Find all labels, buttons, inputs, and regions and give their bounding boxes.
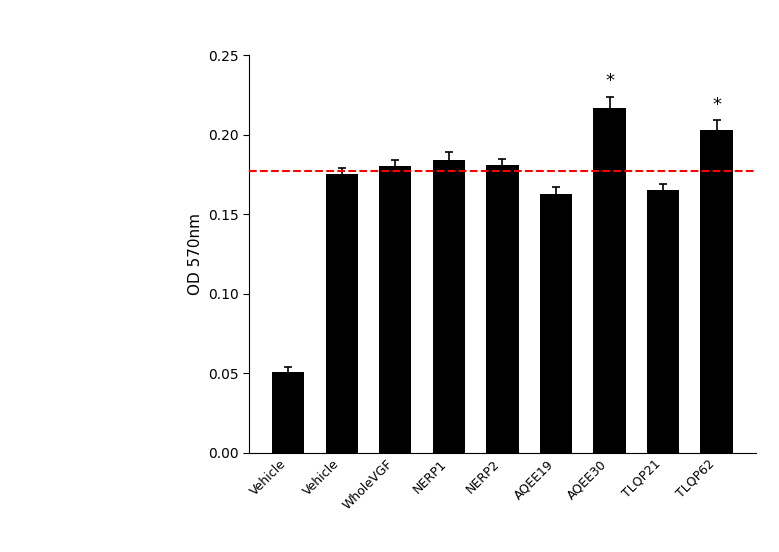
Bar (700, 130, 732, 453)
Bar (379, 167, 411, 453)
Bar (326, 174, 358, 453)
Bar (433, 160, 465, 453)
Bar (594, 108, 626, 453)
Bar (486, 165, 519, 453)
Bar (647, 190, 679, 453)
Bar (540, 194, 572, 453)
Text: *: * (605, 72, 614, 90)
Y-axis label: OD 570nm: OD 570nm (188, 213, 203, 295)
Text: *: * (712, 96, 721, 114)
Bar (273, 371, 305, 453)
